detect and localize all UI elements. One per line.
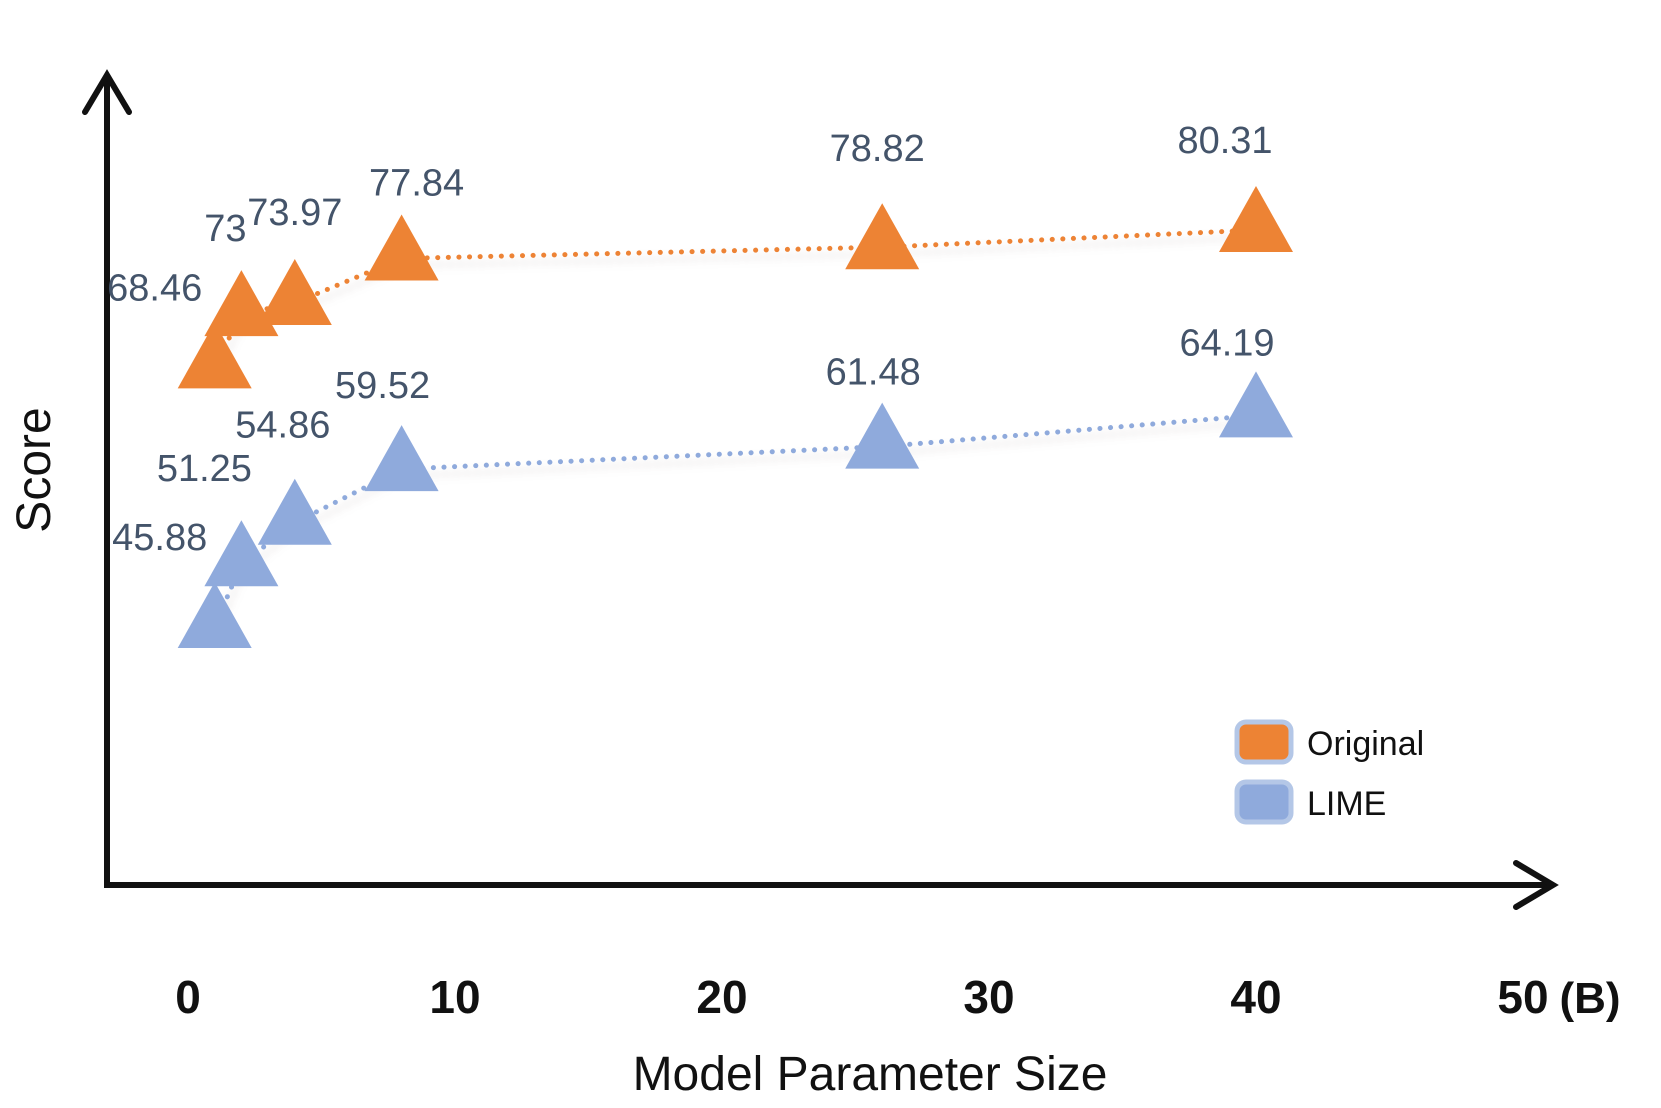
lime-series-line [212, 412, 1259, 629]
lime-marker [364, 425, 439, 492]
x-axis-arrowhead-icon [1513, 860, 1559, 910]
original-marker [1219, 186, 1293, 253]
original-marker [257, 258, 332, 325]
x-tick-label: 10 [429, 971, 480, 1023]
legend-swatch-lime [1234, 779, 1294, 825]
lime-value-label: 45.88 [112, 517, 207, 559]
legend: Original LIME [1234, 719, 1424, 825]
original-marker [204, 270, 279, 337]
series-markers [177, 186, 1293, 648]
original-value-label: 68.46 [107, 267, 202, 309]
x-tick-label: 40 [1230, 971, 1281, 1023]
original-value-label: 73.97 [247, 192, 342, 234]
lime-value-label: 51.25 [157, 448, 252, 490]
original-marker [364, 214, 439, 281]
x-tick-label: 20 [696, 971, 747, 1023]
lime-marker [1219, 371, 1293, 438]
x-tick-labels: 0 10 20 30 40 50 [175, 971, 1548, 1023]
lime-value-label: 64.19 [1179, 322, 1274, 364]
original-value-label: 77.84 [369, 162, 464, 204]
lime-marker [257, 478, 332, 545]
original-value-label: 80.31 [1177, 120, 1272, 162]
y-axis-title: Score [8, 407, 61, 532]
legend-label-lime: LIME [1307, 785, 1386, 823]
original-series-line [212, 227, 1259, 369]
x-tick-label: 0 [175, 971, 201, 1023]
series-lines [212, 227, 1259, 629]
original-value-label: 73 [204, 208, 246, 250]
lime-value-label: 59.52 [335, 365, 430, 407]
lime-value-label: 54.86 [235, 405, 330, 447]
lime-value-label: 61.48 [826, 352, 921, 394]
lime-marker [204, 520, 279, 587]
x-tick-label: 50 [1497, 971, 1548, 1023]
legend-label-original: Original [1307, 725, 1424, 763]
original-marker [177, 322, 252, 389]
x-axis-unit-label: (B) [1559, 974, 1620, 1023]
x-axis-title: Model Parameter Size [633, 1048, 1108, 1101]
lime-marker [845, 402, 920, 469]
lime-marker [177, 582, 252, 648]
y-axis-arrowhead-icon [82, 69, 132, 115]
original-value-label: 78.82 [830, 128, 925, 170]
legend-swatch-original [1234, 719, 1294, 765]
x-tick-label: 30 [963, 971, 1014, 1023]
original-marker [845, 203, 920, 270]
